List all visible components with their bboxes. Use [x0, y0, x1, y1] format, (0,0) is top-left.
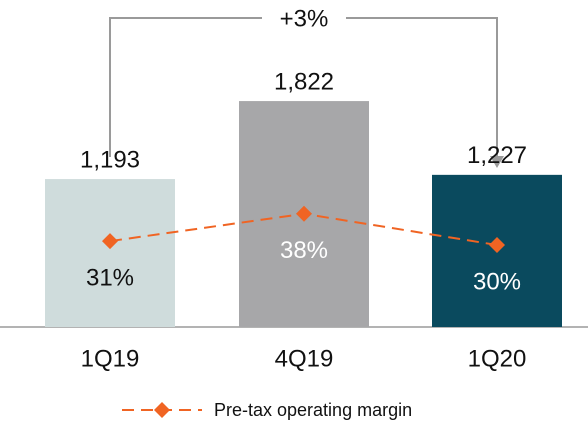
margin-label: 30%	[473, 268, 521, 295]
x-tick-label: 1Q20	[468, 345, 527, 372]
marker	[102, 233, 118, 250]
margin-label: 38%	[280, 237, 328, 264]
value-label: 1,193	[80, 146, 140, 173]
x-tick-label: 1Q19	[81, 345, 140, 372]
bar	[45, 179, 175, 327]
margin-label: 31%	[86, 264, 134, 291]
legend-marker	[154, 402, 170, 418]
x-tick-label: 4Q19	[275, 345, 334, 372]
value-label: 1,227	[467, 142, 527, 169]
value-label: 1,822	[274, 68, 334, 95]
marker	[489, 237, 505, 253]
annotation: +3%	[280, 5, 329, 32]
bracket	[109, 17, 498, 158]
legend-label: Pre-tax operating margin	[214, 400, 412, 420]
marker	[296, 205, 312, 222]
bracket-arrow	[490, 156, 504, 168]
